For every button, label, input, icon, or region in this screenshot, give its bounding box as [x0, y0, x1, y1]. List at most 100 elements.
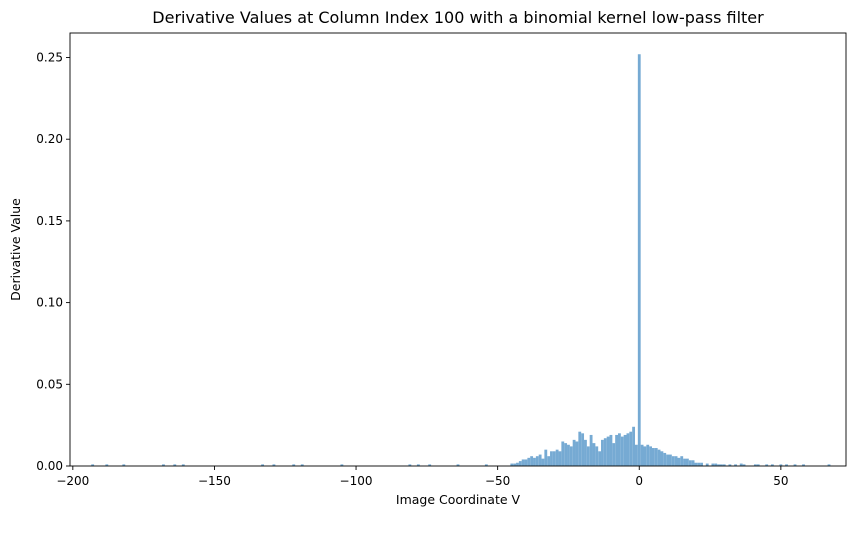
bar [697, 462, 701, 466]
bar [558, 451, 562, 466]
y-tick-label: 0.20 [36, 132, 63, 146]
plot-frame [69, 32, 847, 467]
bar [547, 456, 551, 466]
bar [770, 464, 774, 466]
bar [535, 456, 539, 466]
bar [779, 464, 783, 466]
bar [601, 439, 604, 466]
bar [668, 454, 672, 466]
bar [694, 462, 698, 466]
bar [340, 464, 344, 466]
bar [606, 436, 610, 466]
bar [623, 434, 627, 466]
bar [567, 444, 570, 466]
bar [569, 446, 573, 466]
bar [456, 464, 460, 466]
bar [637, 54, 641, 467]
bar [742, 464, 746, 466]
bar [527, 457, 531, 466]
bar [615, 434, 619, 466]
bar [700, 462, 703, 466]
bar [550, 451, 553, 466]
bar [666, 454, 669, 466]
bar [756, 464, 760, 466]
x-tick-label: −50 [485, 474, 510, 488]
bar [595, 446, 599, 466]
bar [646, 444, 650, 466]
bar [753, 464, 757, 466]
bar [581, 433, 585, 466]
bar [300, 464, 304, 466]
bar [575, 441, 579, 466]
bar [516, 462, 519, 466]
bar [521, 459, 525, 466]
bar [640, 444, 644, 466]
bar [538, 454, 542, 466]
bar [513, 463, 517, 466]
bar [691, 460, 695, 466]
bar [620, 436, 624, 466]
x-tick-label: −100 [340, 474, 373, 488]
bar [711, 463, 715, 466]
bar [428, 464, 432, 466]
x-tick-label: −150 [198, 474, 231, 488]
y-tick-label: 0.25 [36, 51, 63, 65]
bar [598, 451, 602, 466]
bar [734, 464, 737, 466]
bar [657, 449, 661, 466]
bar [685, 458, 689, 466]
bar [785, 464, 788, 466]
bar [714, 463, 718, 466]
bar [632, 426, 636, 466]
bar [618, 433, 621, 466]
bar [688, 460, 692, 466]
bar [533, 457, 536, 466]
bar [592, 443, 596, 466]
y-tick-label: 0.10 [36, 296, 63, 310]
bar [652, 448, 655, 466]
bar [683, 458, 686, 466]
x-axis-label: Image Coordinate V [396, 492, 521, 507]
bar [612, 443, 616, 466]
bar [261, 464, 264, 466]
bar [292, 464, 296, 466]
bar [572, 439, 576, 466]
bar [578, 431, 582, 466]
y-tick-label: 0.00 [36, 459, 63, 473]
bar [827, 464, 831, 466]
bar [181, 464, 185, 466]
bar [122, 464, 126, 466]
bars-group [91, 54, 831, 467]
bar [272, 464, 276, 466]
bar [680, 456, 684, 466]
bar [717, 464, 720, 466]
bar [544, 449, 548, 466]
bar [552, 451, 556, 466]
x-tick-label: 0 [635, 474, 643, 488]
bar [589, 434, 593, 466]
chart-title: Derivative Values at Column Index 100 wi… [152, 8, 764, 27]
bar [635, 444, 638, 466]
bar [105, 464, 109, 466]
bar [584, 439, 587, 466]
bar [626, 433, 630, 466]
bar [518, 461, 522, 466]
bar [586, 446, 590, 466]
y-axis-label: Derivative Value [8, 198, 23, 301]
bar [408, 464, 412, 466]
bar [162, 464, 165, 466]
bar [510, 463, 514, 466]
bar [643, 446, 647, 466]
bar [541, 458, 545, 466]
bar [629, 431, 633, 466]
bar [728, 464, 732, 466]
bar [722, 464, 726, 466]
bar [603, 438, 607, 466]
x-tick-label: −200 [56, 474, 89, 488]
bar [173, 464, 177, 466]
bar [524, 459, 528, 466]
bar [654, 448, 658, 466]
bar [609, 434, 613, 466]
bar [649, 446, 652, 466]
